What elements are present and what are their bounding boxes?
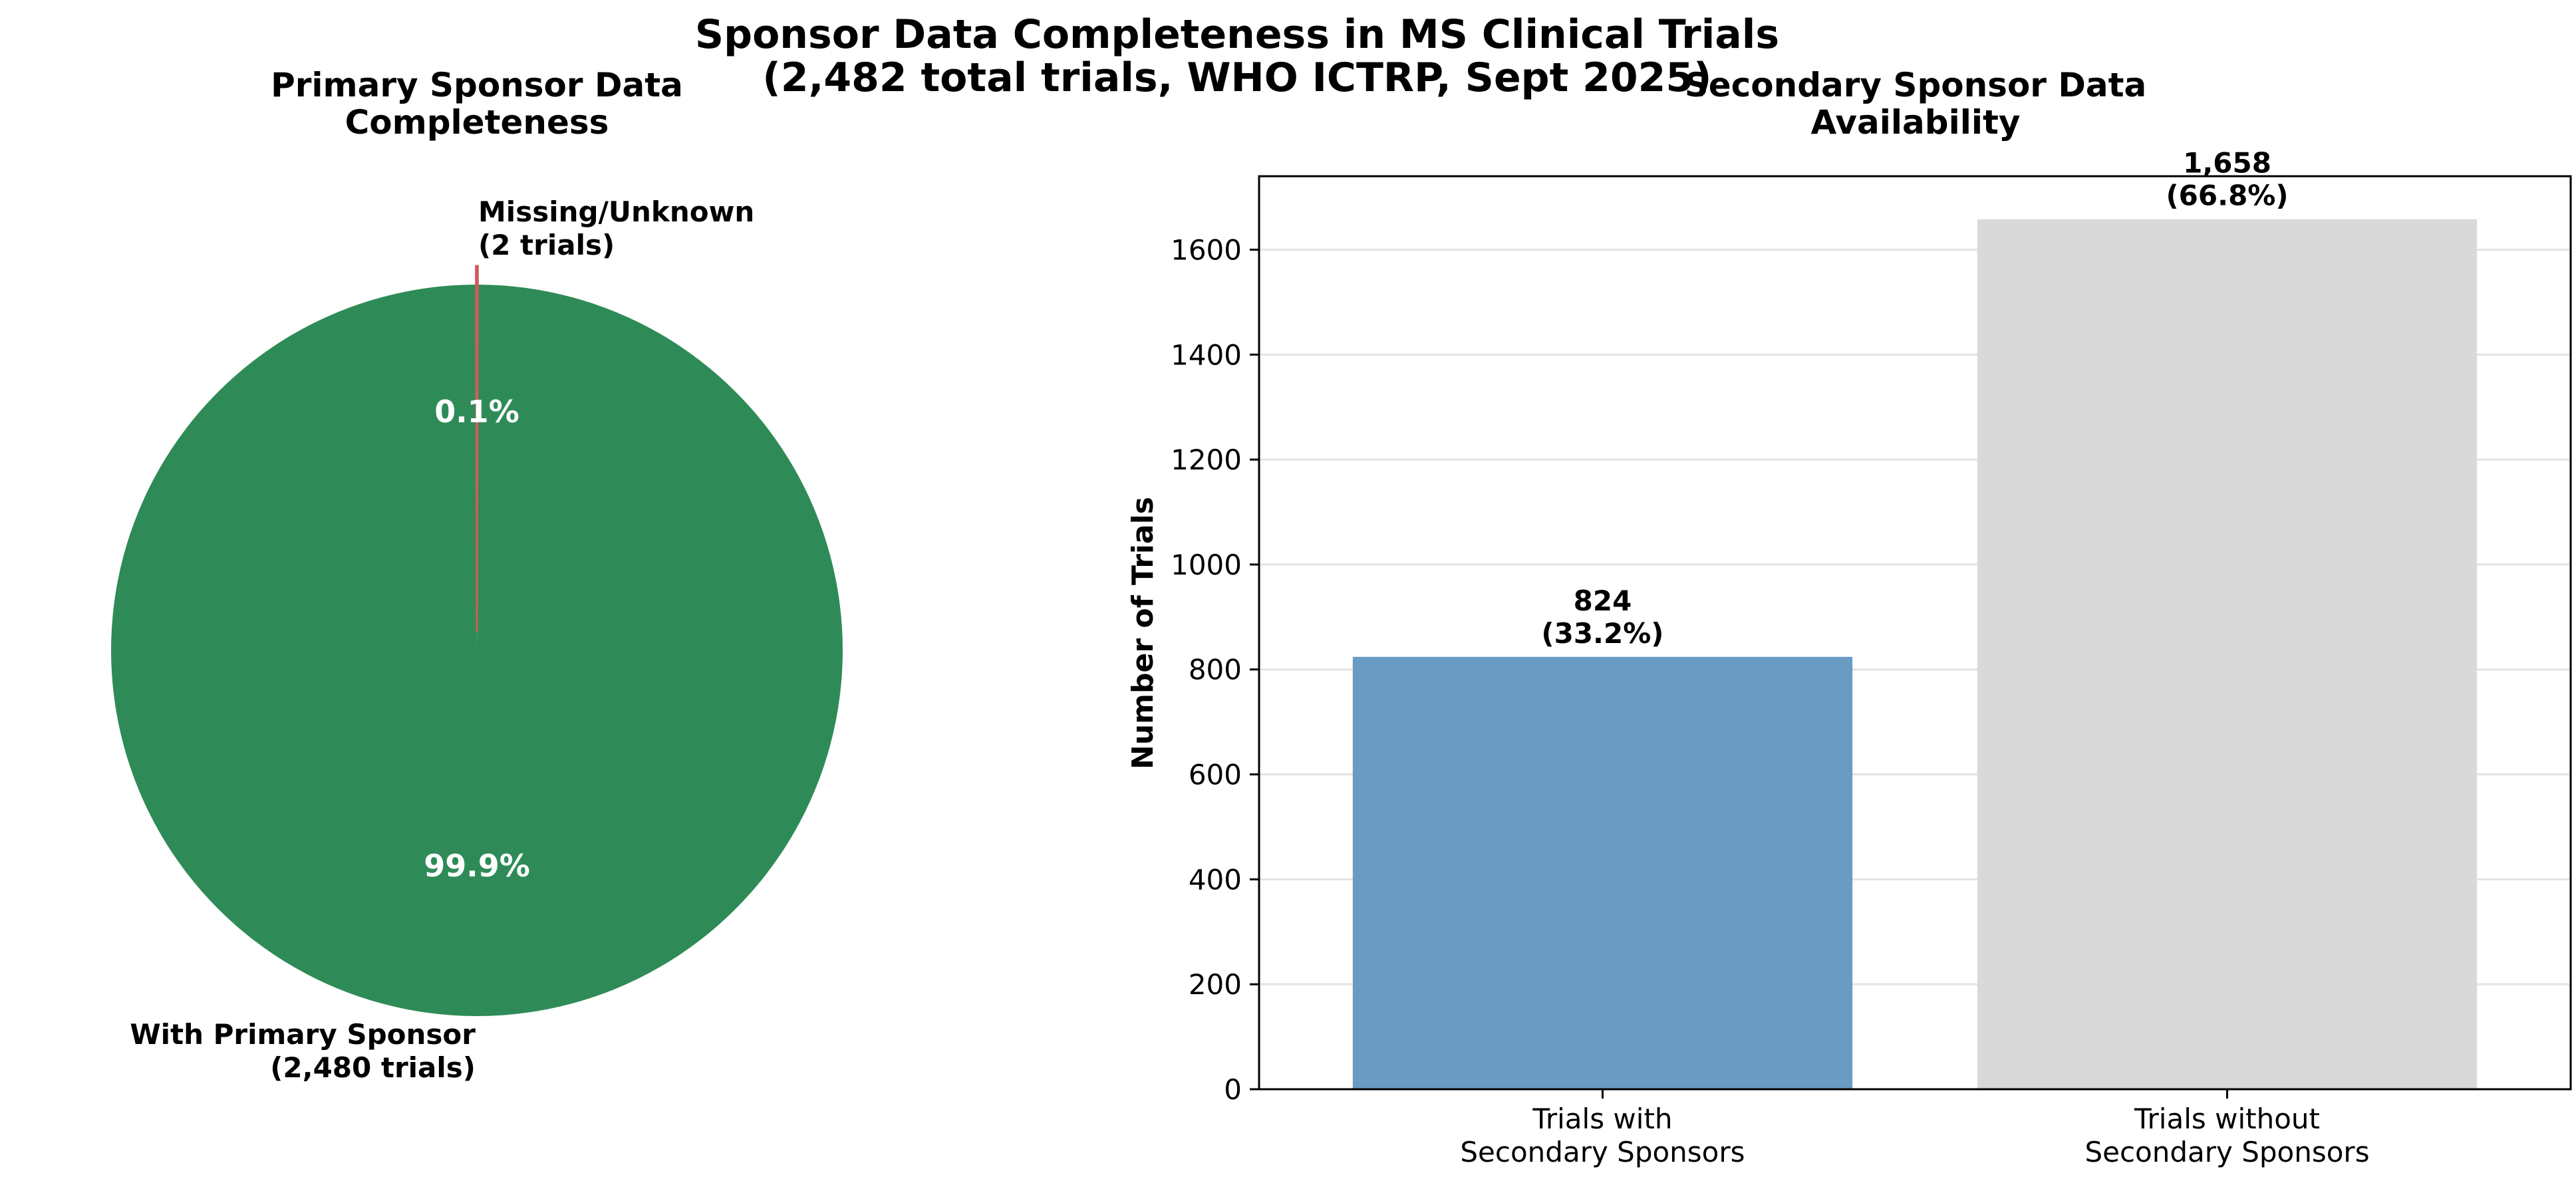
bar-value-label-line1: 824 bbox=[1574, 585, 1632, 617]
pie-slice-missing-unknown bbox=[475, 265, 479, 632]
bar-y-tick-label: 1000 bbox=[1171, 549, 1242, 581]
pie-pct-label-missing: 0.1% bbox=[434, 394, 519, 430]
pie-pct-label-with: 99.9% bbox=[424, 848, 530, 884]
bar-x-tick-label-line2: Secondary Sponsors bbox=[1460, 1136, 1745, 1168]
bar-rects bbox=[1352, 219, 2478, 1089]
figure-title-line1: Sponsor Data Completeness in MS Clinical… bbox=[695, 11, 1779, 58]
bar-trials-with-secondary bbox=[1352, 656, 1853, 1089]
bar-y-tick-label: 0 bbox=[1224, 1073, 1242, 1106]
bar-chart: Secondary Sponsor Data Availability 824(… bbox=[1126, 66, 2572, 1168]
bar-value-label-line2: (66.8%) bbox=[2166, 180, 2288, 212]
bar-value-label-line2: (33.2%) bbox=[1541, 617, 1663, 650]
pie-chart: Primary Sponsor Data Completeness 0.1% 9… bbox=[111, 66, 843, 1084]
pie-slices bbox=[111, 265, 843, 1017]
bar-title-line1: Secondary Sponsor Data bbox=[1685, 66, 2147, 104]
pie-slice-label-with-line2: (2,480 trials) bbox=[270, 1051, 476, 1084]
bar-y-tick-label: 400 bbox=[1189, 863, 1242, 896]
bar-plot-frame bbox=[1258, 175, 2572, 1091]
bar-value-labels: 824(33.2%) 1,658(66.8%) bbox=[1541, 147, 2288, 650]
bar-x-tick-label-line1: Trials with bbox=[1532, 1103, 1672, 1135]
bar-x-tick-label-line2: Secondary Sponsors bbox=[2084, 1136, 2369, 1168]
bar-y-tick-label: 600 bbox=[1189, 759, 1242, 791]
bar-y-tick-label: 800 bbox=[1189, 654, 1242, 686]
bar-y-tick-label: 200 bbox=[1189, 968, 1242, 1001]
bar-trials-without-secondary bbox=[1977, 219, 2478, 1089]
pie-title-line2: Completeness bbox=[345, 103, 609, 142]
pie-slice-label-missing-line1: Missing/Unknown bbox=[478, 196, 754, 228]
bar-y-axis-label: Number of Trials bbox=[1126, 497, 1160, 769]
bar-x-tick-label-line1: Trials without bbox=[2134, 1103, 2320, 1135]
figure-title-line2: (2,482 total trials, WHO ICTRP, Sept 202… bbox=[762, 55, 1711, 101]
bar-y-tick-label: 1600 bbox=[1171, 233, 1242, 266]
pie-slice-with-primary-sponsor bbox=[111, 285, 843, 1017]
bar-value-label-line1: 1,658 bbox=[2183, 147, 2271, 180]
bar-y-ticks: 0 200 400 600 800 1000 1200 1400 1600 bbox=[1171, 233, 1259, 1106]
bar-title-line2: Availability bbox=[1811, 103, 2021, 142]
bar-y-tick-label: 1400 bbox=[1171, 338, 1242, 371]
pie-slice-label-with-line1: With Primary Sponsor bbox=[130, 1018, 476, 1051]
bar-y-tick-label: 1200 bbox=[1171, 444, 1242, 476]
pie-slice-label-missing-line2: (2 trials) bbox=[478, 229, 615, 261]
pie-title-line1: Primary Sponsor Data bbox=[271, 66, 683, 104]
